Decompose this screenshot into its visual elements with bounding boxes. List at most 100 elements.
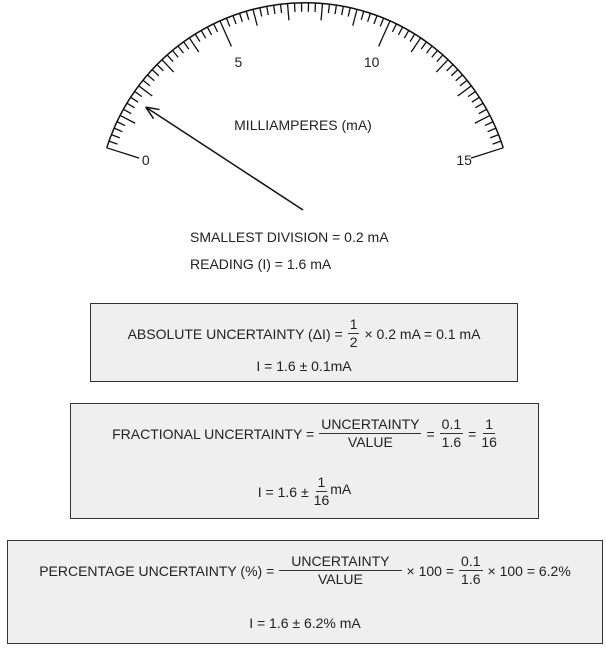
minor-tick bbox=[341, 6, 344, 16]
major-tick bbox=[188, 37, 200, 53]
denominator: 1.6 bbox=[441, 434, 462, 450]
minor-tick bbox=[151, 69, 160, 77]
major-tick bbox=[410, 37, 422, 53]
minor-tick bbox=[467, 90, 476, 98]
minor-tick bbox=[200, 30, 207, 39]
denominator: 2 bbox=[349, 334, 358, 350]
times-100: × 100 = bbox=[406, 562, 455, 579]
simplified-fraction: 1 16 bbox=[481, 416, 497, 451]
minor-tick bbox=[397, 26, 404, 36]
gauge-ticks bbox=[106, 2, 504, 159]
denominator: VALUE bbox=[317, 571, 363, 587]
major-tick bbox=[252, 9, 258, 26]
needle-arrowhead bbox=[145, 106, 160, 111]
needle-arrow bbox=[145, 106, 304, 211]
major-tick bbox=[138, 85, 153, 97]
percentage-result: I = 1.6 ± 6.2% mA bbox=[8, 615, 602, 631]
minor-tick bbox=[487, 127, 497, 133]
minor-tick bbox=[471, 96, 480, 103]
scale-label: 10 bbox=[364, 54, 380, 70]
uncertainty-over-value: UNCERTAINTY VALUE bbox=[319, 416, 422, 451]
minor-tick bbox=[126, 102, 135, 109]
minor-tick bbox=[130, 96, 139, 103]
percentage-uncertainty-box: PERCENTAGE UNCERTAINTY (%) = UNCERTAINTY… bbox=[7, 540, 603, 644]
minor-tick bbox=[183, 41, 190, 50]
needle-shaft bbox=[145, 106, 304, 211]
minor-tick bbox=[166, 54, 174, 63]
gauge-scale-labels: 0 5 10 15 bbox=[142, 54, 472, 168]
fractional-label: FRACTIONAL UNCERTAINTY = bbox=[112, 425, 315, 442]
reading-text: READING (I) = 1.6 mA bbox=[190, 256, 332, 272]
major-tick bbox=[435, 59, 449, 73]
minor-tick bbox=[111, 133, 121, 139]
minor-tick bbox=[142, 79, 151, 87]
numerator: 0.1 bbox=[439, 416, 464, 434]
minor-tick bbox=[238, 13, 243, 23]
denominator: VALUE bbox=[347, 434, 393, 450]
minor-tick bbox=[116, 121, 126, 127]
minor-tick bbox=[108, 140, 118, 145]
needle-arrowhead bbox=[145, 106, 155, 120]
minor-tick bbox=[272, 4, 276, 15]
denominator: 16 bbox=[313, 492, 330, 508]
minor-tick bbox=[373, 15, 378, 25]
minor-tick bbox=[450, 69, 459, 77]
minor-tick bbox=[334, 4, 338, 15]
absolute-rest: × 0.2 mA = 0.1 mA bbox=[364, 325, 481, 342]
equals: = bbox=[426, 425, 435, 442]
minor-tick bbox=[171, 49, 179, 58]
numerator: 1 bbox=[315, 474, 328, 492]
minor-tick bbox=[459, 79, 468, 87]
percentage-result-text: I = 1.6 ± 6.2% mA bbox=[249, 615, 361, 631]
absolute-result-text: I = 1.6 ± 0.1mA bbox=[256, 358, 352, 374]
minor-tick bbox=[134, 90, 143, 98]
minor-tick bbox=[360, 10, 365, 20]
minor-tick bbox=[489, 133, 499, 139]
minor-tick bbox=[225, 17, 231, 27]
minor-tick bbox=[177, 45, 184, 54]
minor-tick bbox=[436, 54, 444, 63]
minor-tick bbox=[492, 140, 502, 145]
minor-tick bbox=[431, 49, 439, 58]
minor-tick bbox=[403, 30, 410, 39]
minor-tick bbox=[478, 108, 487, 115]
result-prefix: I = 1.6 ± bbox=[257, 483, 309, 500]
equals: = bbox=[468, 425, 477, 442]
value-fraction: 0.1 1.6 bbox=[439, 416, 464, 451]
numerator: UNCERTAINTY bbox=[319, 416, 422, 434]
major-tick bbox=[119, 114, 136, 124]
minor-tick bbox=[347, 7, 351, 17]
minor-tick bbox=[484, 121, 494, 127]
major-tick bbox=[352, 9, 358, 26]
minor-tick bbox=[327, 4, 331, 14]
result-fraction: 1 16 bbox=[314, 474, 330, 509]
uncertainty-over-value: UNCERTAINTY VALUE bbox=[279, 553, 402, 588]
minor-tick bbox=[123, 108, 132, 115]
numerator: 1 bbox=[483, 416, 496, 434]
minor-tick bbox=[475, 102, 484, 109]
major-tick bbox=[286, 3, 290, 21]
numerator: 0.1 bbox=[459, 553, 483, 571]
numerator: UNCERTAINTY bbox=[279, 553, 402, 571]
gauge-arc bbox=[106, 1, 504, 149]
major-tick bbox=[219, 20, 232, 47]
numerator: 1 bbox=[347, 316, 360, 334]
minor-tick bbox=[426, 45, 433, 54]
minor-tick bbox=[206, 26, 213, 36]
minor-tick bbox=[367, 13, 372, 23]
minor-tick bbox=[446, 64, 454, 72]
fractional-uncertainty-box: FRACTIONAL UNCERTAINTY = UNCERTAINTY VALU… bbox=[70, 403, 539, 519]
major-tick bbox=[106, 147, 140, 159]
minor-tick bbox=[156, 64, 164, 72]
absolute-label: ABSOLUTE UNCERTAINTY (ΔI) = bbox=[127, 325, 343, 342]
minor-tick bbox=[259, 7, 263, 17]
minor-tick bbox=[266, 6, 269, 16]
major-tick bbox=[320, 3, 324, 21]
percentage-label: PERCENTAGE UNCERTAINTY (%) = bbox=[39, 562, 275, 579]
result-unit: mA bbox=[330, 480, 352, 497]
minor-tick bbox=[391, 23, 397, 33]
minor-tick bbox=[213, 23, 219, 33]
minor-tick bbox=[279, 4, 283, 14]
